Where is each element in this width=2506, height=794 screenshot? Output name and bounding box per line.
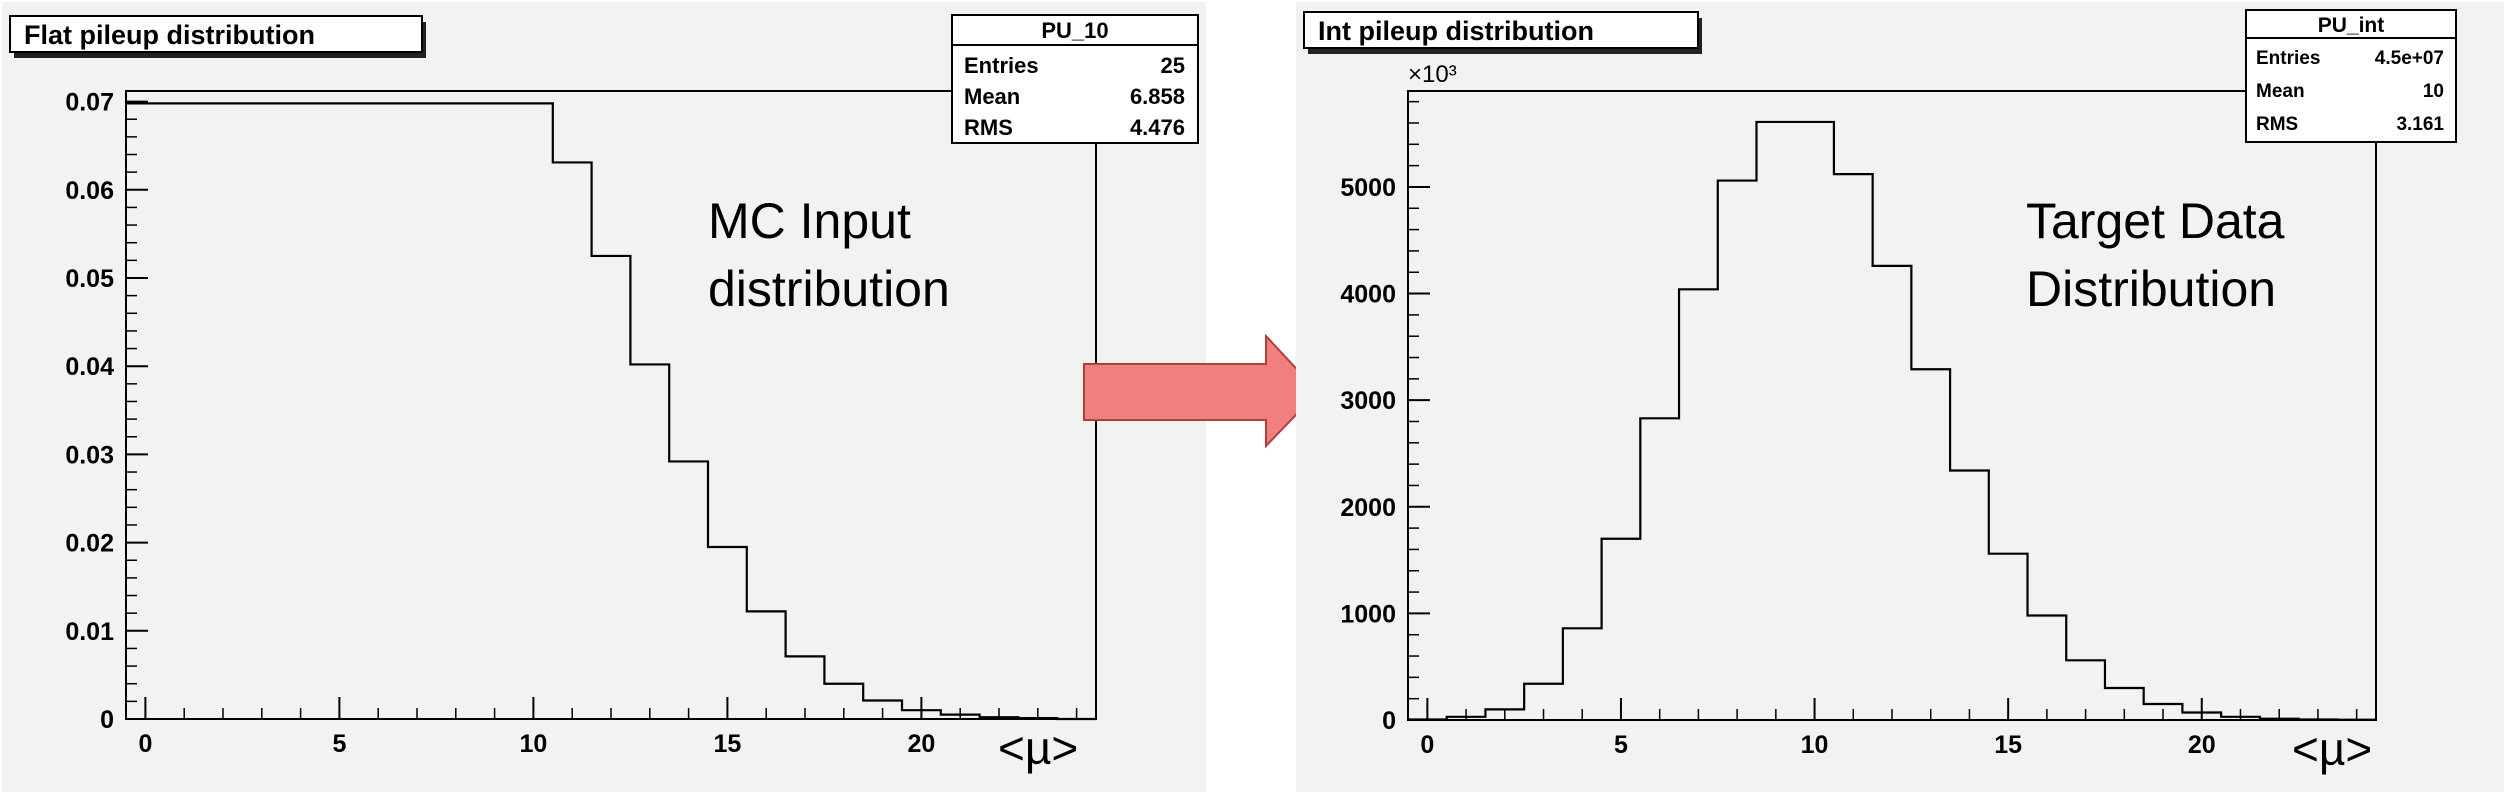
- right-y-tick-label: 2000: [1340, 494, 1396, 522]
- right-y-tick-label: 4000: [1340, 281, 1396, 309]
- left-annotation-line-1: MC Input: [708, 193, 911, 249]
- left-stats-mean-value: 6.858: [1130, 84, 1185, 109]
- left-x-tick-label: 5: [332, 730, 346, 758]
- left-y-tick-label: 0.03: [65, 441, 114, 469]
- right-x-axis-label: <µ>: [2292, 723, 2372, 775]
- right-annotation-line-2: Distribution: [2026, 261, 2276, 317]
- right-stats-box: PU_int Entries 4.5e+07 Mean 10 RMS 3.161: [2245, 9, 2457, 143]
- left-title-box: Flat pileup distribution: [9, 15, 426, 58]
- right-x-tick-label: 0: [1420, 731, 1434, 759]
- transform-arrow: [1083, 333, 1320, 449]
- left-x-tick-label: 0: [138, 730, 152, 758]
- left-stats-rms-value: 4.476: [1130, 115, 1185, 140]
- left-chart-title: Flat pileup distribution: [24, 20, 315, 50]
- right-y-tick-label: 5000: [1340, 174, 1396, 202]
- right-x-tick-label: 10: [1801, 731, 1829, 759]
- left-y-tick-label: 0.05: [65, 265, 114, 293]
- right-y-multiplier: ×10³: [1408, 61, 1457, 88]
- left-y-tick-label: 0.06: [65, 177, 114, 205]
- left-x-axis: 0 5 10 15 20: [138, 697, 1078, 758]
- right-stats-rms-value: 3.161: [2396, 114, 2444, 135]
- left-y-tick-label: 0.02: [65, 530, 114, 558]
- right-chart-title: Int pileup distribution: [1318, 16, 1594, 46]
- right-title-box: Int pileup distribution: [1303, 11, 1702, 54]
- left-x-tick-label: 10: [519, 730, 547, 758]
- right-panel: Int pileup distribution ×10³ 0 1000 2000 30…: [1296, 2, 2504, 792]
- right-y-tick-label: 0: [1382, 707, 1396, 735]
- right-y-axis: 0 1000 2000 3000 4000 5000: [1340, 100, 1430, 735]
- left-stats-mean-label: Mean: [964, 84, 1020, 109]
- left-x-tick-label: 15: [713, 730, 741, 758]
- right-annotation-line-1: Target Data: [2026, 193, 2285, 249]
- left-x-tick-label: 20: [907, 730, 935, 758]
- left-y-axis: 0 0.01 0.02 0.03 0.04 0.05 0.06 0.07: [65, 89, 148, 734]
- left-stats-name: PU_10: [1041, 18, 1108, 43]
- left-stats-entries-value: 25: [1161, 53, 1185, 78]
- left-y-tick-label: 0.04: [65, 353, 114, 381]
- right-stats-mean-value: 10: [2423, 81, 2444, 102]
- right-stats-rms-label: RMS: [2256, 114, 2298, 135]
- left-y-tick-label: 0: [100, 706, 114, 734]
- left-histogram-line: [126, 102, 1096, 721]
- left-y-tick-label: 0.07: [65, 89, 114, 117]
- right-stats-mean-label: Mean: [2256, 81, 2305, 102]
- left-annotation-line-2: distribution: [708, 261, 950, 317]
- right-y-tick-label: 3000: [1340, 387, 1396, 415]
- right-histogram-line: [1408, 120, 2376, 721]
- right-x-axis: 0 5 10 15 20: [1420, 698, 2358, 759]
- left-panel: Flat pileup distribution 0 0.01 0.02 0.03 0.…: [2, 2, 1206, 792]
- left-x-axis-label: <µ>: [998, 722, 1078, 774]
- right-stats-name: PU_int: [2318, 14, 2385, 37]
- right-x-tick-label: 20: [2188, 731, 2216, 759]
- left-stats-rms-label: RMS: [964, 115, 1013, 140]
- right-stats-entries-value: 4.5e+07: [2375, 48, 2444, 69]
- left-stats-box: PU_10 Entries 25 Mean 6.858 RMS 4.476: [951, 14, 1199, 144]
- left-stats-entries-label: Entries: [964, 53, 1039, 78]
- right-x-tick-label: 15: [1994, 731, 2022, 759]
- right-x-tick-label: 5: [1614, 731, 1628, 759]
- right-y-tick-label: 1000: [1340, 600, 1396, 628]
- right-stats-entries-label: Entries: [2256, 48, 2320, 69]
- left-y-tick-label: 0.01: [65, 618, 114, 646]
